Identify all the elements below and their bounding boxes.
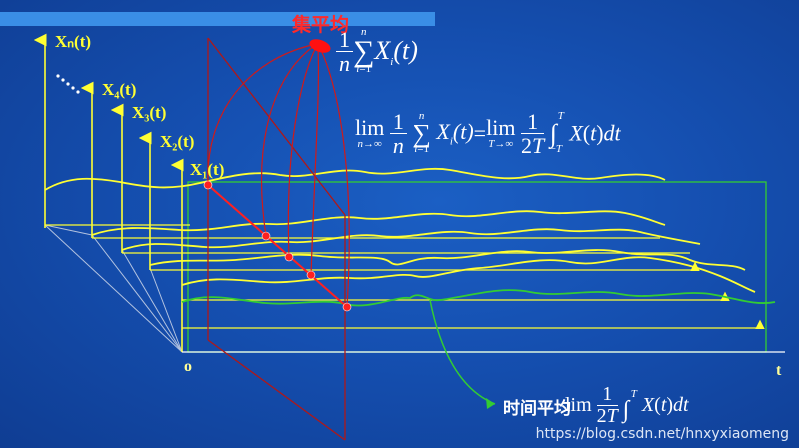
perspective-lines: [44, 224, 183, 353]
watermark: https://blog.csdn.net/hnxyxiaomeng: [535, 426, 789, 442]
ensemble-line: [207, 184, 348, 308]
convergence-arcs: [207, 44, 350, 308]
ellipsis-dots: [56, 74, 80, 94]
x4-label: X₄(t): [102, 80, 137, 99]
title-bar: [0, 12, 435, 26]
t-axis-label: t: [776, 362, 782, 379]
curve-x1: [181, 256, 756, 293]
curve-x4: [91, 210, 666, 236]
intersection-points: [203, 180, 352, 312]
ensemble-average-blob: [309, 39, 331, 53]
x2-label: X₂(t): [160, 132, 195, 151]
sample-curves: [44, 167, 776, 307]
time-mean-formula: lim 1 2T T ∫ X(t)dt: [565, 383, 689, 427]
origin-label: o: [184, 358, 192, 375]
x3-label: X₃(t): [132, 103, 167, 122]
time-axes: [45, 224, 765, 330]
time-average-label: 时间平均: [503, 399, 571, 419]
x1-label: X₁(t): [190, 160, 225, 179]
xn-label: Xₙ(t): [55, 32, 92, 51]
curve-xn: [44, 167, 666, 191]
curve-x2: [149, 249, 746, 271]
green-frame: [187, 181, 767, 353]
time-average-arrow: [429, 299, 496, 405]
curve-green: [181, 289, 776, 307]
ensemble-average-label: 集平均: [292, 14, 350, 36]
curve-x3: [121, 228, 701, 251]
ensemble-mean-formula: 1 n n ∑ i=1 Xi(t): [336, 27, 418, 75]
